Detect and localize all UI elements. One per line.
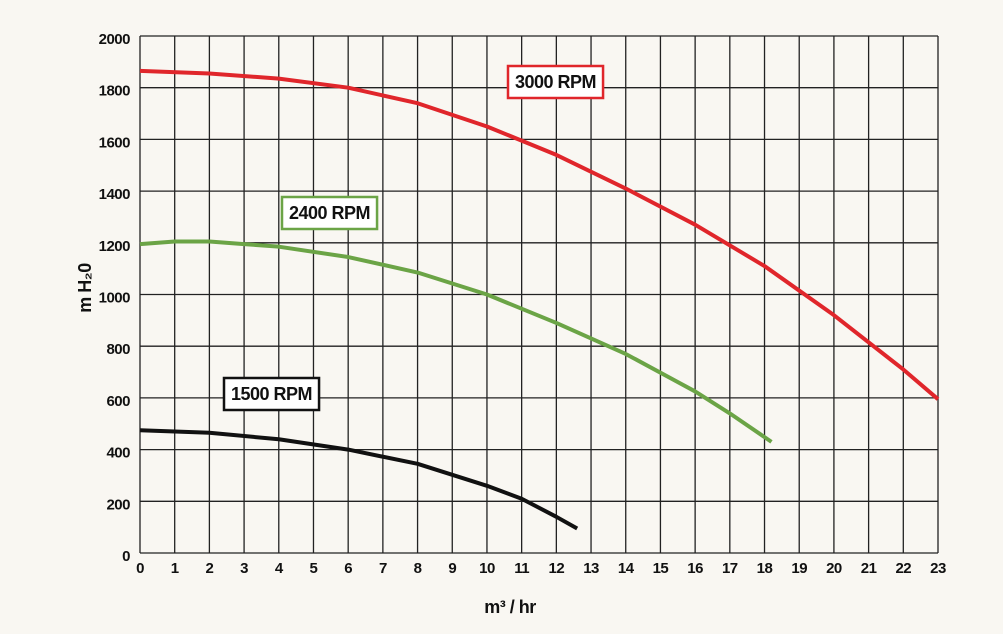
y-tick-label: 2000	[99, 31, 131, 48]
y-tick-label: 400	[106, 445, 130, 462]
y-tick-label: 1600	[99, 134, 131, 151]
x-tick-label: 12	[549, 560, 565, 577]
x-axis-label: m³ / hr	[484, 597, 536, 617]
y-tick-label: 1200	[99, 238, 131, 255]
legend-label: 2400 RPM	[289, 203, 370, 223]
legend-label: 3000 RPM	[515, 72, 596, 92]
legend-entry: 3000 RPM	[506, 64, 605, 100]
x-tick-label: 9	[448, 560, 456, 577]
legend-box	[222, 376, 321, 412]
x-tick-label: 23	[930, 560, 946, 577]
x-tick-label: 19	[791, 560, 807, 577]
y-tick-label: 800	[106, 341, 130, 358]
legend-box	[506, 64, 605, 100]
y-tick-label: 200	[106, 496, 130, 513]
x-tick-label: 11	[514, 560, 529, 577]
y-tick-label: 1400	[99, 186, 131, 203]
y-tick-label: 600	[106, 393, 130, 410]
series-line	[139, 68, 940, 401]
x-tick-label: 4	[275, 560, 284, 577]
x-tick-label: 7	[379, 560, 387, 577]
legend-label: 1500 RPM	[231, 384, 312, 404]
x-tick-label: 17	[722, 560, 738, 577]
legend-entry: 2400 RPM	[280, 195, 379, 231]
x-tick-label: 21	[861, 560, 877, 577]
x-tick-label: 22	[895, 560, 911, 577]
legend-box	[280, 195, 379, 231]
x-tick-label: 5	[310, 560, 318, 577]
x-tick-label: 18	[757, 560, 773, 577]
y-tick-label: 0	[122, 548, 130, 565]
x-tick-label: 1	[171, 560, 179, 577]
x-tick-label: 16	[687, 560, 703, 577]
x-tick-label: 20	[826, 560, 842, 577]
series-line	[139, 239, 773, 444]
x-tick-label: 8	[414, 560, 422, 577]
x-tick-label: 6	[344, 560, 352, 577]
x-tick-label: 15	[653, 560, 669, 577]
x-tick-label: 2	[205, 560, 213, 577]
x-tick-label: 10	[479, 560, 495, 577]
y-tick-label: 1800	[99, 83, 131, 100]
x-tick-label: 14	[618, 560, 635, 577]
y-tick-label: 1000	[99, 289, 131, 306]
legend-entry: 1500 RPM	[222, 376, 321, 412]
x-tick-label: 0	[136, 560, 144, 577]
x-tick-label: 13	[583, 560, 599, 577]
y-axis-label: m H₂0	[75, 263, 95, 313]
x-tick-label: 3	[240, 560, 248, 577]
series-line	[139, 428, 579, 531]
